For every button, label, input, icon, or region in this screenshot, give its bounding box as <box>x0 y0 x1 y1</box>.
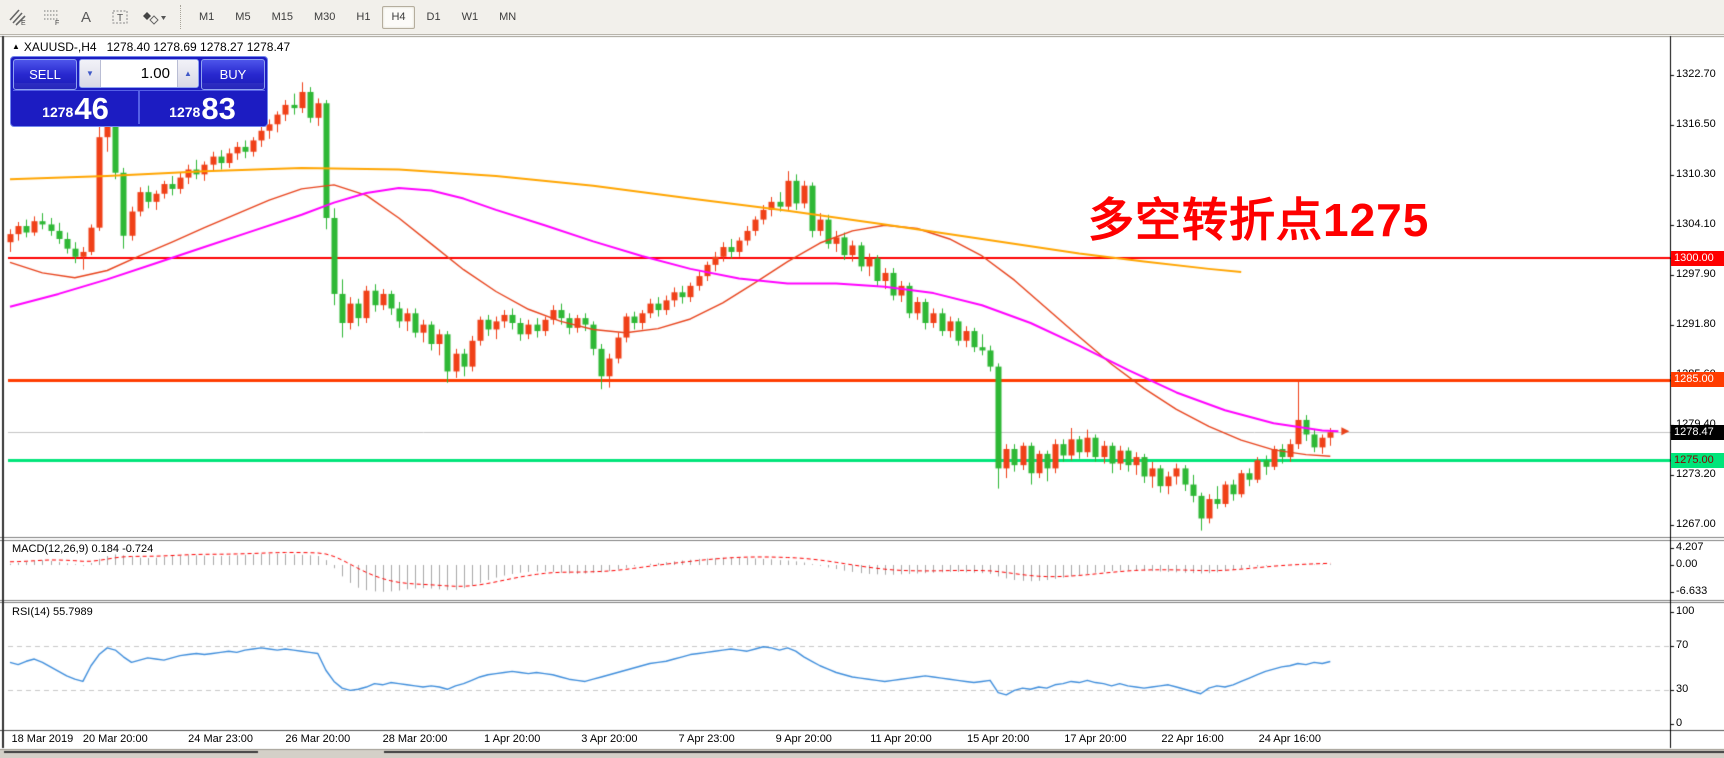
time-axis-label[interactable]: 3 Apr 20:00 <box>581 733 638 745</box>
price-badge-1285-00: 1285.00 <box>1671 372 1724 388</box>
price-badge-1275-00: 1275.00 <box>1671 452 1724 468</box>
one-click-trading-panel: SELL ▼ 1.00 ▲ BUY 1278 46 1278 83 <box>10 56 268 127</box>
macd-axis-tick: 0.00 <box>1676 558 1698 570</box>
macd-value: 0.184 <box>91 543 120 555</box>
buy-price-small: 1278 <box>169 104 201 120</box>
buy-price-display[interactable]: 1278 83 <box>138 91 265 124</box>
time-axis-label[interactable]: 24 Mar 23:00 <box>188 733 254 745</box>
price-axis-tick: 1267.00 <box>1676 517 1716 530</box>
timeframe-button-w1[interactable]: W1 <box>461 10 479 23</box>
rsi-axis-tick: 0 <box>1676 717 1683 729</box>
price-axis-tick: 1297.90 <box>1676 268 1716 281</box>
price-axis-tick: 1291.80 <box>1676 317 1716 330</box>
collapse-arrow-icon[interactable]: ▲ <box>12 42 20 51</box>
rsi-axis-tick: 30 <box>1676 683 1689 696</box>
timeframe-button-m1[interactable]: M1 <box>199 10 215 23</box>
price-axis-tick: 1322.70 <box>1676 68 1716 80</box>
time-axis-label[interactable]: 18 Mar 2019 <box>11 733 74 745</box>
text-box-icon[interactable]: T <box>104 3 136 31</box>
time-axis-label[interactable]: 28 Mar 20:00 <box>382 733 448 745</box>
timeframe-button-m5[interactable]: M5 <box>235 10 251 23</box>
svg-text:T: T <box>117 13 123 24</box>
chart-title: ▲ XAUUSD-,H4 1278.40 1278.69 1278.27 1278.… <box>12 40 290 54</box>
rsi-axis-tick: 100 <box>1676 605 1695 617</box>
time-axis-label[interactable]: 22 Apr 16:00 <box>1161 733 1224 745</box>
ohlc-values: 1278.40 1278.69 1278.27 1278.47 <box>106 40 291 54</box>
price-badge-1300-00: 1300.00 <box>1671 250 1724 266</box>
time-axis-label[interactable]: 9 Apr 20:00 <box>775 733 832 745</box>
price-axis-tick: 1273.20 <box>1676 467 1716 480</box>
sell-price-small: 1278 <box>42 104 74 120</box>
time-axis-label[interactable]: 15 Apr 20:00 <box>966 733 1030 745</box>
time-axis-label[interactable]: 26 Mar 20:00 <box>285 733 351 745</box>
sell-price-big: 46 <box>74 91 109 126</box>
toolbar-separator <box>180 5 182 29</box>
volume-decrease-button[interactable]: ▼ <box>80 60 101 87</box>
time-axis-label[interactable]: 24 Apr 16:00 <box>1258 733 1321 745</box>
sell-price-display[interactable]: 1278 46 <box>13 91 138 124</box>
time-axis-label[interactable]: 1 Apr 20:00 <box>484 733 541 745</box>
buy-button[interactable]: BUY <box>201 59 265 90</box>
price-axis-tick: 1316.50 <box>1676 118 1716 131</box>
time-axis-label[interactable]: 11 Apr 20:00 <box>870 733 932 745</box>
volume-input[interactable]: 1.00 <box>101 60 177 87</box>
volume-increase-button[interactable]: ▲ <box>177 60 198 87</box>
macd-indicator-label: MACD(12,26,9) 0.184 -0.724 <box>12 543 154 555</box>
chart-text-annotation[interactable]: 多空转折点1275 <box>1088 194 1430 246</box>
buy-price-big: 83 <box>201 91 236 126</box>
fibonacci-retracement-icon[interactable]: F <box>36 3 68 31</box>
equidistant-channel-icon[interactable]: E <box>2 3 34 31</box>
time-axis-label[interactable]: 7 Apr 23:00 <box>678 733 735 745</box>
price-axis-tick: 1310.30 <box>1676 168 1716 181</box>
sell-button[interactable]: SELL <box>13 59 77 90</box>
rsi-axis-tick: 70 <box>1676 638 1689 651</box>
top-toolbar: E F A T M1 M5 M15 M30 H1 H4 D1 W1 MN <box>0 0 1724 35</box>
time-axis-label[interactable]: 17 Apr 20:00 <box>1064 733 1127 745</box>
volume-spinner: ▼ 1.00 ▲ <box>79 59 199 88</box>
macd-signal-value: -0.724 <box>122 543 154 555</box>
timeframe-button-d1[interactable]: D1 <box>426 10 441 23</box>
rsi-value: 55.7989 <box>52 606 93 618</box>
price-axis-tick: 1304.10 <box>1676 218 1716 231</box>
text-label-icon[interactable]: A <box>80 8 91 26</box>
price-badge-1278-47: 1278.47 <box>1671 424 1724 440</box>
rsi-indicator-label: RSI(14) 55.7989 <box>12 606 93 618</box>
timeframe-button-m15[interactable]: M15 <box>271 10 293 23</box>
timeframe-button-mn[interactable]: MN <box>499 10 517 23</box>
svg-text:F: F <box>55 20 59 26</box>
symbol-period-label: XAUUSD-,H4 <box>23 40 97 54</box>
macd-axis-tick: 4.207 <box>1676 540 1704 553</box>
macd-axis-tick: -6.633 <box>1676 584 1708 597</box>
time-axis-label[interactable]: 20 Mar 20:00 <box>82 733 148 745</box>
timeframe-button-h4[interactable]: H4 <box>382 5 415 29</box>
arrow-objects-icon[interactable] <box>138 3 170 31</box>
timeframe-button-h1[interactable]: H1 <box>356 10 371 23</box>
svg-text:E: E <box>21 20 26 26</box>
timeframe-button-m30[interactable]: M30 <box>313 10 336 23</box>
